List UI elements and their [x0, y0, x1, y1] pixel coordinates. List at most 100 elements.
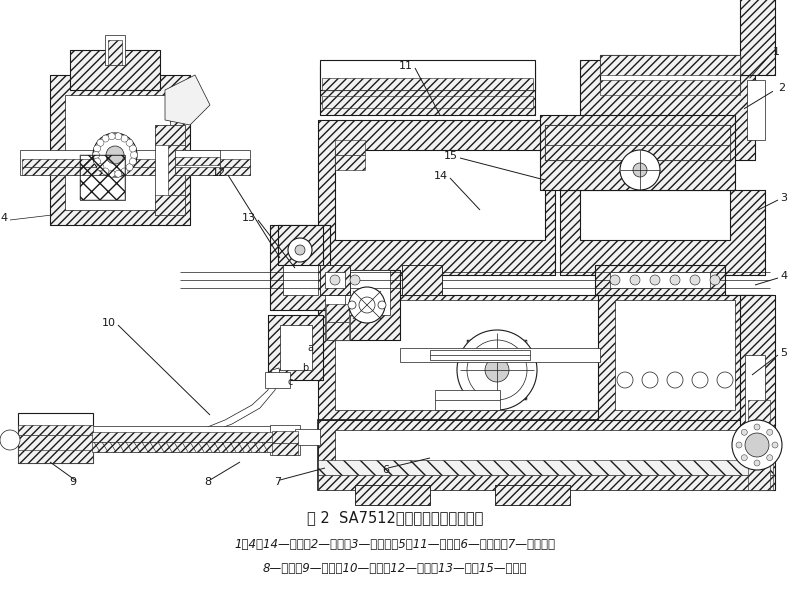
Circle shape	[126, 164, 133, 171]
Bar	[280, 325, 312, 370]
Circle shape	[295, 245, 305, 255]
Circle shape	[102, 168, 109, 175]
Circle shape	[102, 135, 109, 142]
Text: 2: 2	[778, 83, 785, 93]
Text: 9: 9	[70, 477, 77, 487]
Text: 15: 15	[444, 151, 458, 161]
Bar	[168, 145, 185, 195]
Circle shape	[710, 275, 720, 285]
Circle shape	[617, 372, 633, 388]
Bar	[278, 225, 323, 265]
Bar	[268, 315, 323, 380]
Bar	[595, 265, 725, 295]
Circle shape	[485, 358, 509, 382]
Bar	[155, 125, 185, 215]
Bar	[560, 190, 765, 275]
Bar	[18, 425, 93, 435]
Circle shape	[94, 158, 100, 165]
Bar	[105, 35, 125, 65]
Bar	[580, 60, 755, 160]
Bar	[270, 425, 300, 455]
Text: 11: 11	[399, 61, 413, 71]
Circle shape	[108, 170, 115, 177]
Bar	[320, 265, 350, 295]
Circle shape	[745, 433, 769, 457]
Bar	[560, 190, 765, 275]
Bar	[326, 304, 349, 322]
Bar	[355, 485, 430, 505]
Bar	[70, 50, 160, 90]
Circle shape	[630, 275, 640, 285]
Bar	[740, 0, 775, 75]
Bar	[320, 65, 535, 115]
Circle shape	[130, 151, 137, 158]
Text: c: c	[288, 377, 292, 387]
Circle shape	[115, 170, 122, 177]
Circle shape	[288, 238, 312, 262]
Bar	[355, 485, 430, 505]
Circle shape	[130, 158, 137, 165]
Bar	[268, 315, 323, 380]
Bar	[318, 120, 555, 275]
Bar	[175, 157, 220, 165]
Circle shape	[467, 340, 527, 400]
Bar	[265, 372, 290, 388]
Bar	[325, 272, 345, 288]
Bar	[740, 295, 775, 490]
Text: 4: 4	[1, 213, 8, 223]
Bar	[318, 295, 773, 420]
Bar	[335, 430, 755, 480]
Bar	[335, 155, 365, 170]
Circle shape	[130, 145, 137, 152]
Bar	[610, 272, 710, 288]
Circle shape	[642, 372, 658, 388]
Bar	[338, 470, 752, 490]
Circle shape	[767, 429, 773, 435]
Circle shape	[717, 372, 733, 388]
Circle shape	[690, 275, 700, 285]
Circle shape	[741, 455, 747, 461]
Circle shape	[359, 297, 375, 313]
Circle shape	[610, 275, 620, 285]
Circle shape	[121, 135, 128, 142]
Bar	[495, 485, 570, 505]
Bar	[335, 140, 365, 155]
Bar	[318, 460, 773, 475]
Text: 1: 1	[773, 47, 780, 57]
Circle shape	[0, 430, 20, 450]
Bar	[740, 0, 775, 75]
Bar	[600, 55, 740, 90]
Text: 图 2  SA7512万能螺纹磨床分度机构: 图 2 SA7512万能螺纹磨床分度机构	[307, 511, 483, 526]
Bar	[325, 285, 350, 340]
Bar	[18, 448, 93, 463]
Bar	[318, 420, 773, 490]
Bar	[318, 295, 773, 420]
Bar	[335, 300, 755, 410]
Bar	[155, 195, 185, 215]
Text: a: a	[307, 343, 313, 353]
Text: 10: 10	[102, 318, 116, 328]
Circle shape	[741, 429, 747, 435]
Bar	[580, 190, 730, 240]
Circle shape	[736, 442, 742, 448]
Bar	[545, 125, 730, 145]
Bar	[345, 270, 390, 315]
Circle shape	[108, 133, 115, 140]
Bar	[283, 225, 318, 295]
Text: 12: 12	[212, 168, 226, 178]
Bar	[335, 270, 400, 340]
Bar	[600, 55, 740, 75]
Circle shape	[633, 163, 647, 177]
Circle shape	[732, 420, 782, 470]
Bar	[600, 80, 740, 95]
Bar	[598, 295, 753, 420]
Circle shape	[97, 139, 104, 146]
Text: 8: 8	[205, 477, 212, 487]
Bar	[580, 60, 755, 160]
Circle shape	[620, 150, 660, 190]
Bar	[22, 159, 250, 167]
Bar	[272, 443, 298, 455]
Text: 6: 6	[382, 465, 389, 475]
Bar	[400, 348, 600, 362]
Circle shape	[754, 460, 760, 466]
